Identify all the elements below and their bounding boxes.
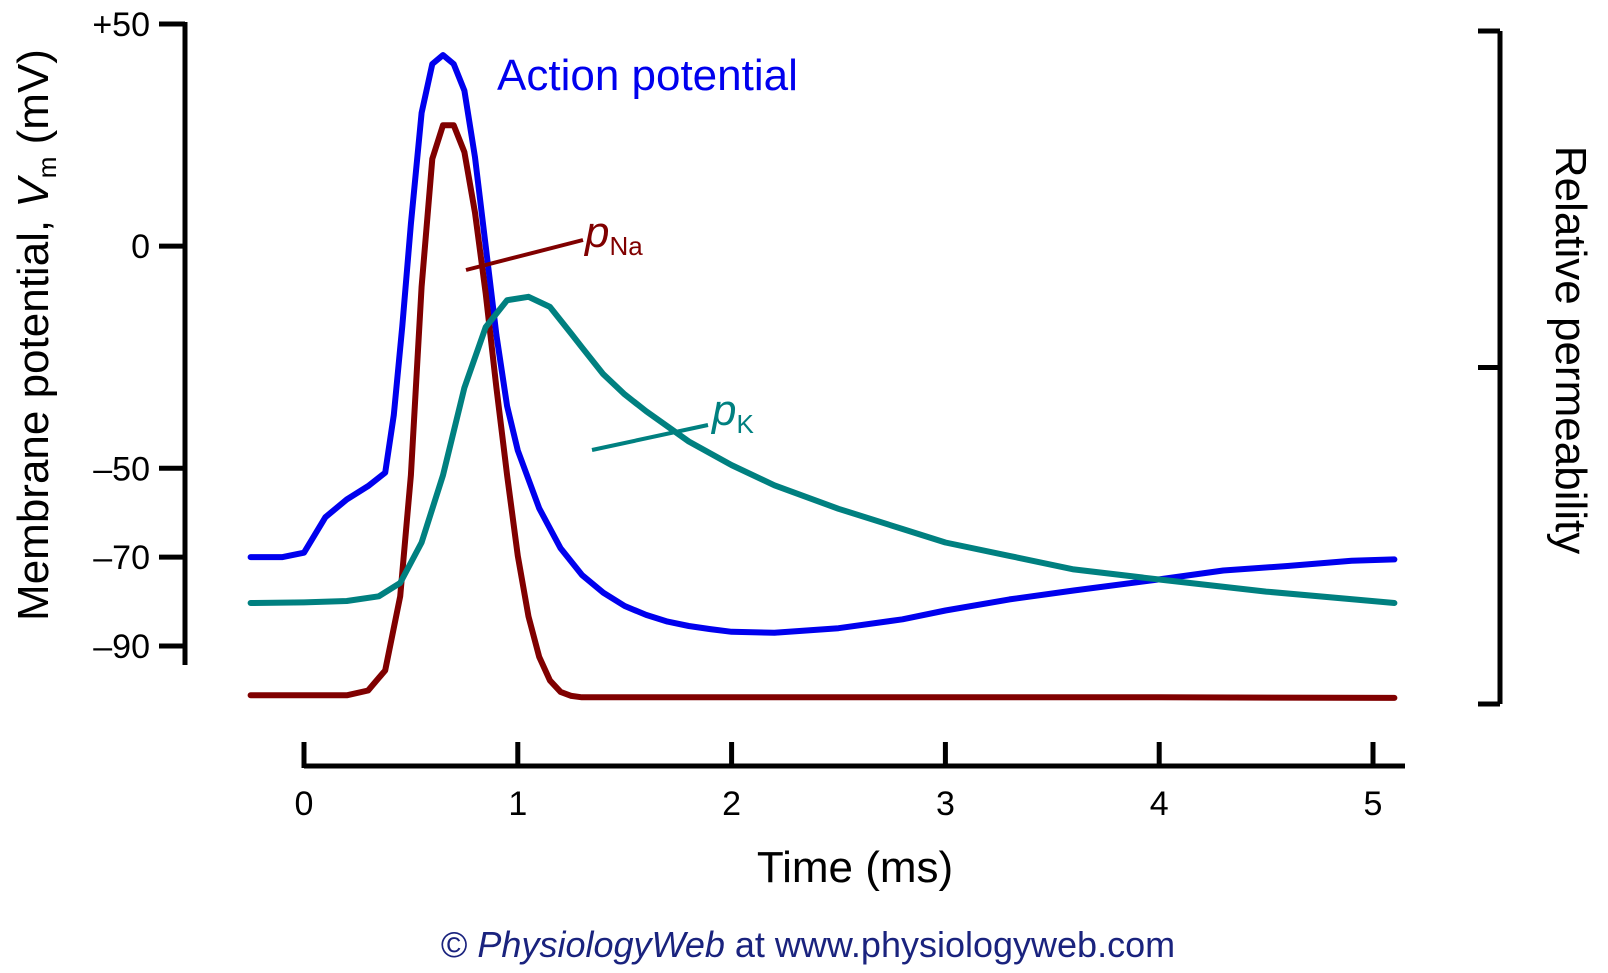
pna-leader-line — [465, 238, 584, 272]
action-potential-label: Action potential — [497, 51, 798, 100]
pk-label-sub: K — [736, 409, 754, 439]
x-tick-label-3: 3 — [936, 785, 955, 823]
y-axis-right-ticks — [1478, 28, 1500, 707]
x-tick-label-5: 5 — [1364, 785, 1383, 823]
x-tick-label-1: 1 — [508, 785, 527, 823]
x-axis-ticks: 0 1 2 3 4 5 — [295, 742, 1383, 823]
y-axis-left-title: Membrane potential, Vm (mV) — [9, 49, 62, 621]
pna-label-var: p — [583, 208, 609, 257]
series-line-pna — [247, 122, 1398, 701]
y-axis-left-title-var: V — [9, 175, 58, 208]
x-tick-label-4: 4 — [1150, 785, 1169, 823]
x-tick-label-2: 2 — [722, 785, 741, 823]
x-axis-title: Time (ms) — [757, 843, 953, 892]
y-left-tick-label-3: –70 — [93, 539, 150, 577]
x-tick-label-0: 0 — [295, 785, 314, 823]
pk-label-var: p — [710, 386, 736, 435]
y-left-tick-label-2: –50 — [93, 450, 150, 488]
y-axis-left-title-sub: m — [32, 157, 62, 179]
pna-label: pNa — [583, 208, 643, 261]
y-axis-left-title-main: Membrane potential, — [9, 208, 58, 621]
y-axis-right-title: Relative permeability — [1546, 146, 1595, 554]
x-axis: 0 1 2 3 4 5 — [295, 742, 1405, 823]
y-left-tick-label-0: +50 — [92, 6, 150, 44]
series-layer — [247, 52, 1398, 701]
pk-label: pK — [710, 386, 754, 439]
credit-line: © PhysiologyWeb at www.physiologyweb.com — [441, 924, 1175, 965]
y-left-tick-label-1: 0 — [131, 228, 150, 266]
y-axis-right — [1478, 28, 1503, 707]
series-line-action-potential — [247, 52, 1398, 636]
credit-suffix: at www.physiologyweb.com — [725, 924, 1175, 965]
y-axis-left-ticks: +50 0 –50 –70 –90 — [92, 6, 185, 666]
series-line-pk — [247, 293, 1398, 606]
credit-site-name: PhysiologyWeb — [477, 924, 724, 965]
y-left-tick-label-4: –90 — [93, 628, 150, 666]
y-axis-left: +50 0 –50 –70 –90 — [92, 6, 188, 666]
pna-label-sub: Na — [609, 231, 643, 261]
y-axis-left-title-unit: (mV) — [9, 49, 58, 157]
credit-prefix: © — [441, 924, 478, 965]
pk-leader-line — [591, 423, 709, 452]
